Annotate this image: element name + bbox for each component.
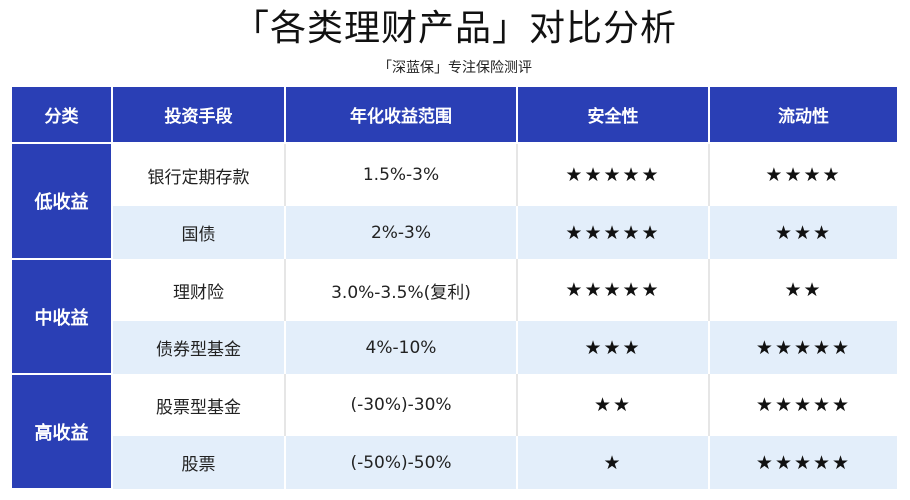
table-header-row: 分类 投资手段 年化收益范围 安全性 流动性 bbox=[12, 87, 897, 144]
liquidity-rating-stars: ★★★★★ bbox=[709, 321, 897, 374]
table-row: 中收益 理财险 3.0%-3.5%(复利) ★★★★★ ★★ bbox=[12, 259, 897, 375]
method-cell: 银行定期存款 bbox=[112, 143, 286, 206]
safety-rating-stars: ★★★★★ bbox=[517, 143, 710, 206]
category-cell: 中收益 bbox=[12, 259, 113, 375]
page-title: 「各类理财产品」对比分析 bbox=[232, 8, 677, 49]
liquidity-rating-stars: ★★★★ bbox=[709, 143, 897, 206]
method-cell: 国债 bbox=[112, 206, 286, 259]
safety-rating-stars: ★★ bbox=[517, 374, 710, 436]
return-range-cell: (-30%)-30% bbox=[285, 374, 518, 436]
return-range-cell: (-50%)-50% bbox=[285, 436, 518, 489]
return-range-cell: 1.5%-3% bbox=[285, 143, 518, 206]
method-cell: 股票 bbox=[112, 436, 286, 489]
liquidity-rating-stars: ★★ bbox=[709, 259, 897, 321]
table-row: 高收益 股票型基金 (-30%)-30% ★★ ★★★★★ bbox=[12, 374, 897, 490]
table-row: 国债 2%-3% ★★★★★ ★★★ bbox=[12, 206, 897, 259]
method-cell: 股票型基金 bbox=[112, 374, 286, 436]
method-cell: 债券型基金 bbox=[112, 321, 286, 374]
table-row: 股票 (-50%)-50% ★ ★★★★★ bbox=[12, 436, 897, 489]
column-header-safety: 安全性 bbox=[517, 87, 710, 144]
category-cell: 高收益 bbox=[12, 374, 113, 490]
table-row: 低收益 银行定期存款 1.5%-3% ★★★★★ ★★★★ bbox=[12, 143, 897, 260]
safety-rating-stars: ★★★ bbox=[517, 321, 710, 374]
safety-rating-stars: ★ bbox=[517, 436, 710, 489]
liquidity-rating-stars: ★★★★★ bbox=[709, 436, 897, 489]
category-cell: 低收益 bbox=[12, 143, 113, 260]
table-row: 债券型基金 4%-10% ★★★ ★★★★★ bbox=[12, 321, 897, 374]
safety-rating-stars: ★★★★★ bbox=[517, 206, 710, 259]
method-cell: 理财险 bbox=[112, 259, 286, 321]
return-range-cell: 3.0%-3.5%(复利) bbox=[285, 259, 518, 321]
column-header-category: 分类 bbox=[12, 87, 113, 144]
column-header-liquidity: 流动性 bbox=[709, 87, 897, 144]
comparison-table: 分类 投资手段 年化收益范围 安全性 流动性 低收益 银行定期存款 1.5%-3… bbox=[12, 87, 897, 490]
column-header-return-range: 年化收益范围 bbox=[285, 87, 518, 144]
column-header-method: 投资手段 bbox=[112, 87, 286, 144]
safety-rating-stars: ★★★★★ bbox=[517, 259, 710, 321]
return-range-cell: 2%-3% bbox=[285, 206, 518, 259]
liquidity-rating-stars: ★★★ bbox=[709, 206, 897, 259]
page-subtitle: 「深蓝保」专注保险测评 bbox=[378, 60, 532, 76]
liquidity-rating-stars: ★★★★★ bbox=[709, 374, 897, 436]
return-range-cell: 4%-10% bbox=[285, 321, 518, 374]
